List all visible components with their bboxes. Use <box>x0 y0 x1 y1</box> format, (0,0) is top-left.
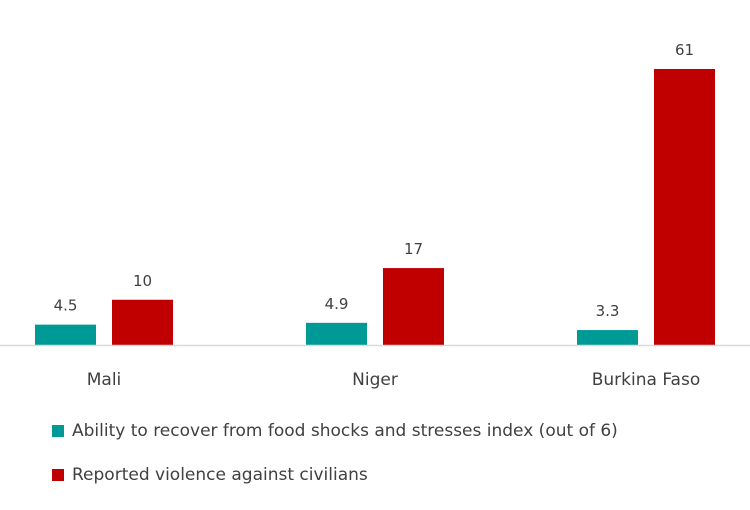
legend-item-recovery-index: Ability to recover from food shocks and … <box>52 421 618 441</box>
legend-swatch-red <box>52 469 64 481</box>
bars-layer <box>35 69 715 345</box>
bar-burkina-faso-series-1 <box>654 69 715 345</box>
value-label-burkina-faso-series-0: 3.3 <box>596 302 620 320</box>
bar-mali-series-0 <box>35 324 96 345</box>
category-label-niger: Niger <box>352 370 398 390</box>
legend-swatch-teal <box>52 425 64 437</box>
bar-niger-series-0 <box>306 322 367 345</box>
bar-mali-series-1 <box>112 299 173 345</box>
value-label-niger-series-0: 4.9 <box>325 295 349 313</box>
category-label-mali: Mali <box>87 370 122 390</box>
bar-chart: 4.5 10 4.9 17 3.3 61 Mali Niger Burkina Faso <box>0 41 750 390</box>
legend-item-violence: Reported violence against civilians <box>52 465 368 485</box>
legend-label-violence: Reported violence against civilians <box>72 465 368 485</box>
legend-label-recovery-index: Ability to recover from food shocks and … <box>72 421 618 441</box>
value-label-mali-series-0: 4.5 <box>54 297 78 315</box>
bar-burkina-faso-series-0 <box>577 330 638 345</box>
category-label-burkina-faso: Burkina Faso <box>592 370 700 390</box>
value-labels-layer: 4.5 10 4.9 17 3.3 61 <box>54 41 694 320</box>
value-label-niger-series-1: 17 <box>404 240 423 258</box>
category-labels-layer: Mali Niger Burkina Faso <box>87 370 701 390</box>
value-label-burkina-faso-series-1: 61 <box>675 41 694 59</box>
bar-niger-series-1 <box>383 268 444 345</box>
value-label-mali-series-1: 10 <box>133 272 152 290</box>
